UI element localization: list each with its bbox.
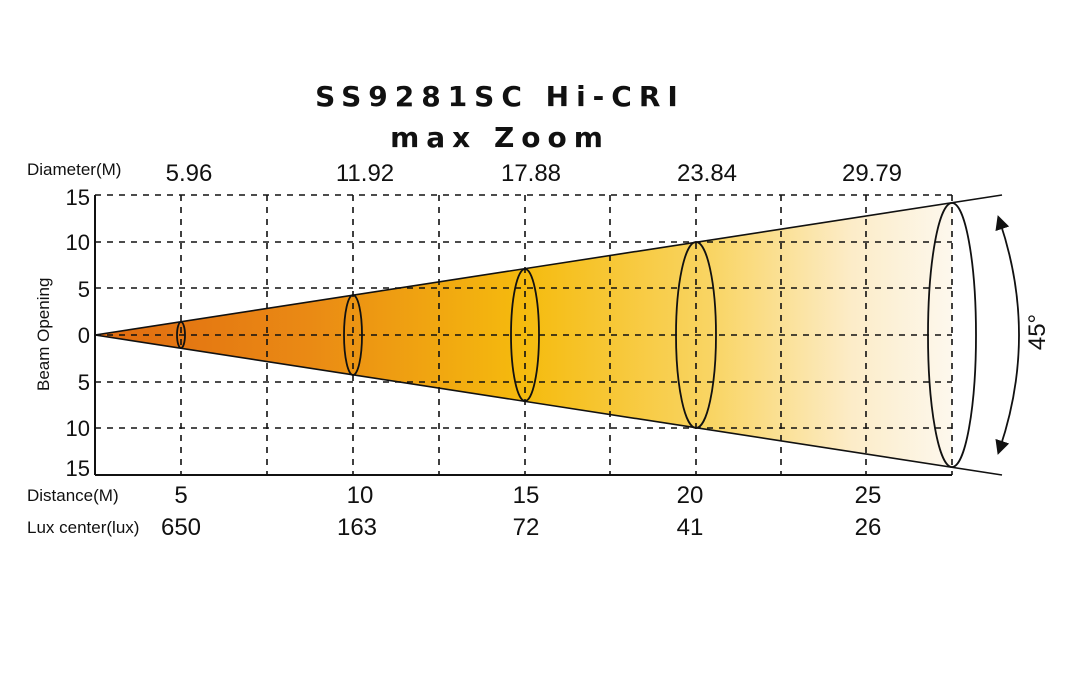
distance-value: 5 xyxy=(174,482,188,509)
y-tick-label: 10 xyxy=(65,416,90,441)
beam-section-15m xyxy=(510,268,540,402)
lux-center-label: Lux center(lux) xyxy=(27,518,140,537)
beam-section-10m xyxy=(343,294,363,376)
beam-section-end xyxy=(927,202,977,468)
diameter-value: 5.96 xyxy=(165,160,213,187)
beam-angle-arrow xyxy=(995,215,1020,455)
lux-value: 72 xyxy=(512,514,540,541)
lux-value: 650 xyxy=(160,514,202,541)
lux-value: 41 xyxy=(676,514,704,541)
distance-value: 25 xyxy=(854,482,882,509)
lux-value: 26 xyxy=(854,514,882,541)
beam-section-20m xyxy=(675,241,717,429)
chart-title: SS9281SC Hi-CRI xyxy=(315,80,685,113)
diameter-value: 17.88 xyxy=(500,160,562,187)
y-tick-label: 5 xyxy=(77,277,90,302)
beam-edge-bottom xyxy=(94,334,1003,476)
diameter-label: Diameter(M) xyxy=(27,160,122,179)
diameter-value: 29.79 xyxy=(841,160,903,187)
distance-value: 20 xyxy=(676,482,704,509)
beam-angle-label: 45° xyxy=(1024,313,1052,351)
y-tick-label: 10 xyxy=(65,230,90,255)
chart-subtitle: max Zoom xyxy=(390,121,610,154)
y-tick-label: 15 xyxy=(65,185,90,210)
y-tick-label: 5 xyxy=(77,370,90,395)
y-tick-label: 0 xyxy=(77,323,90,348)
distance-label: Distance(M) xyxy=(27,486,119,505)
distance-value: 15 xyxy=(512,482,540,509)
y-tick-label: 15 xyxy=(65,456,90,481)
y-axis-label: Beam Opening xyxy=(34,277,53,391)
beam-cone xyxy=(95,203,952,467)
diameter-value: 11.92 xyxy=(335,160,395,187)
lux-value: 163 xyxy=(336,514,378,541)
beam-section-5m xyxy=(176,321,186,349)
beam-edge-top xyxy=(94,194,1003,336)
diameter-value: 23.84 xyxy=(676,160,738,187)
distance-value: 10 xyxy=(346,482,374,509)
